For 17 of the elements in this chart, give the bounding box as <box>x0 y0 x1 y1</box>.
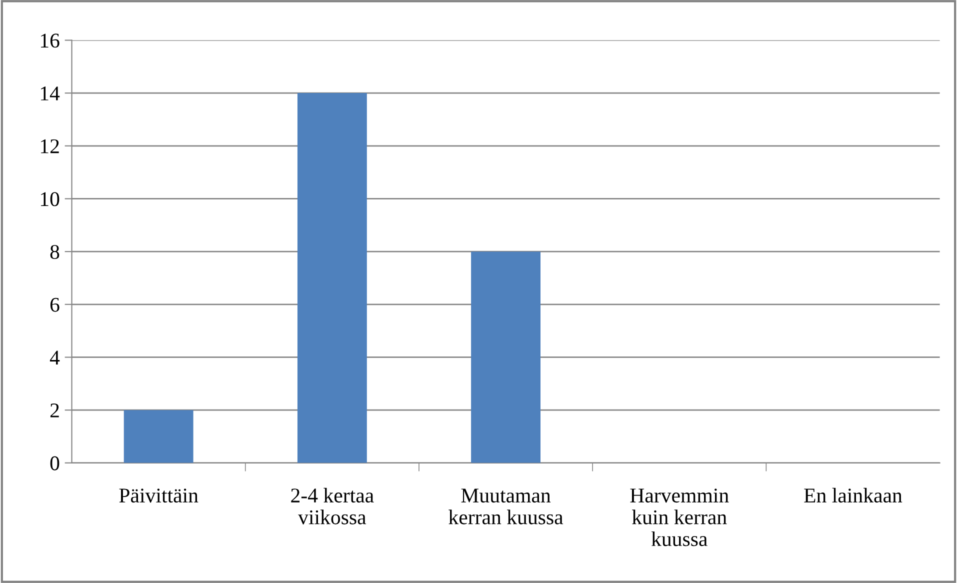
bar <box>124 410 194 463</box>
y-tick-label: 4 <box>50 350 60 364</box>
y-tick-label: 12 <box>40 139 59 154</box>
y-tick-label: 0 <box>50 456 60 470</box>
y-tick-label: 10 <box>40 192 60 206</box>
bar <box>471 252 540 463</box>
y-tick-label: 14 <box>40 86 60 100</box>
y-tick-label: 6 <box>50 298 60 312</box>
bar <box>297 93 367 463</box>
x-tick-label: Päivittäin <box>119 488 198 503</box>
x-tick-label: En lainkaan <box>804 488 902 503</box>
y-tick-label: 2 <box>50 404 59 418</box>
x-tick-label: Muutaman kerran kuussa <box>448 488 564 524</box>
x-tick-label: 2-4 kertaa viikossa <box>291 488 374 524</box>
x-tick-label: Harvemmin kuin kerran kuussa <box>630 488 729 546</box>
y-tick-label: 16 <box>40 34 60 48</box>
y-tick-label: 8 <box>50 244 60 259</box>
